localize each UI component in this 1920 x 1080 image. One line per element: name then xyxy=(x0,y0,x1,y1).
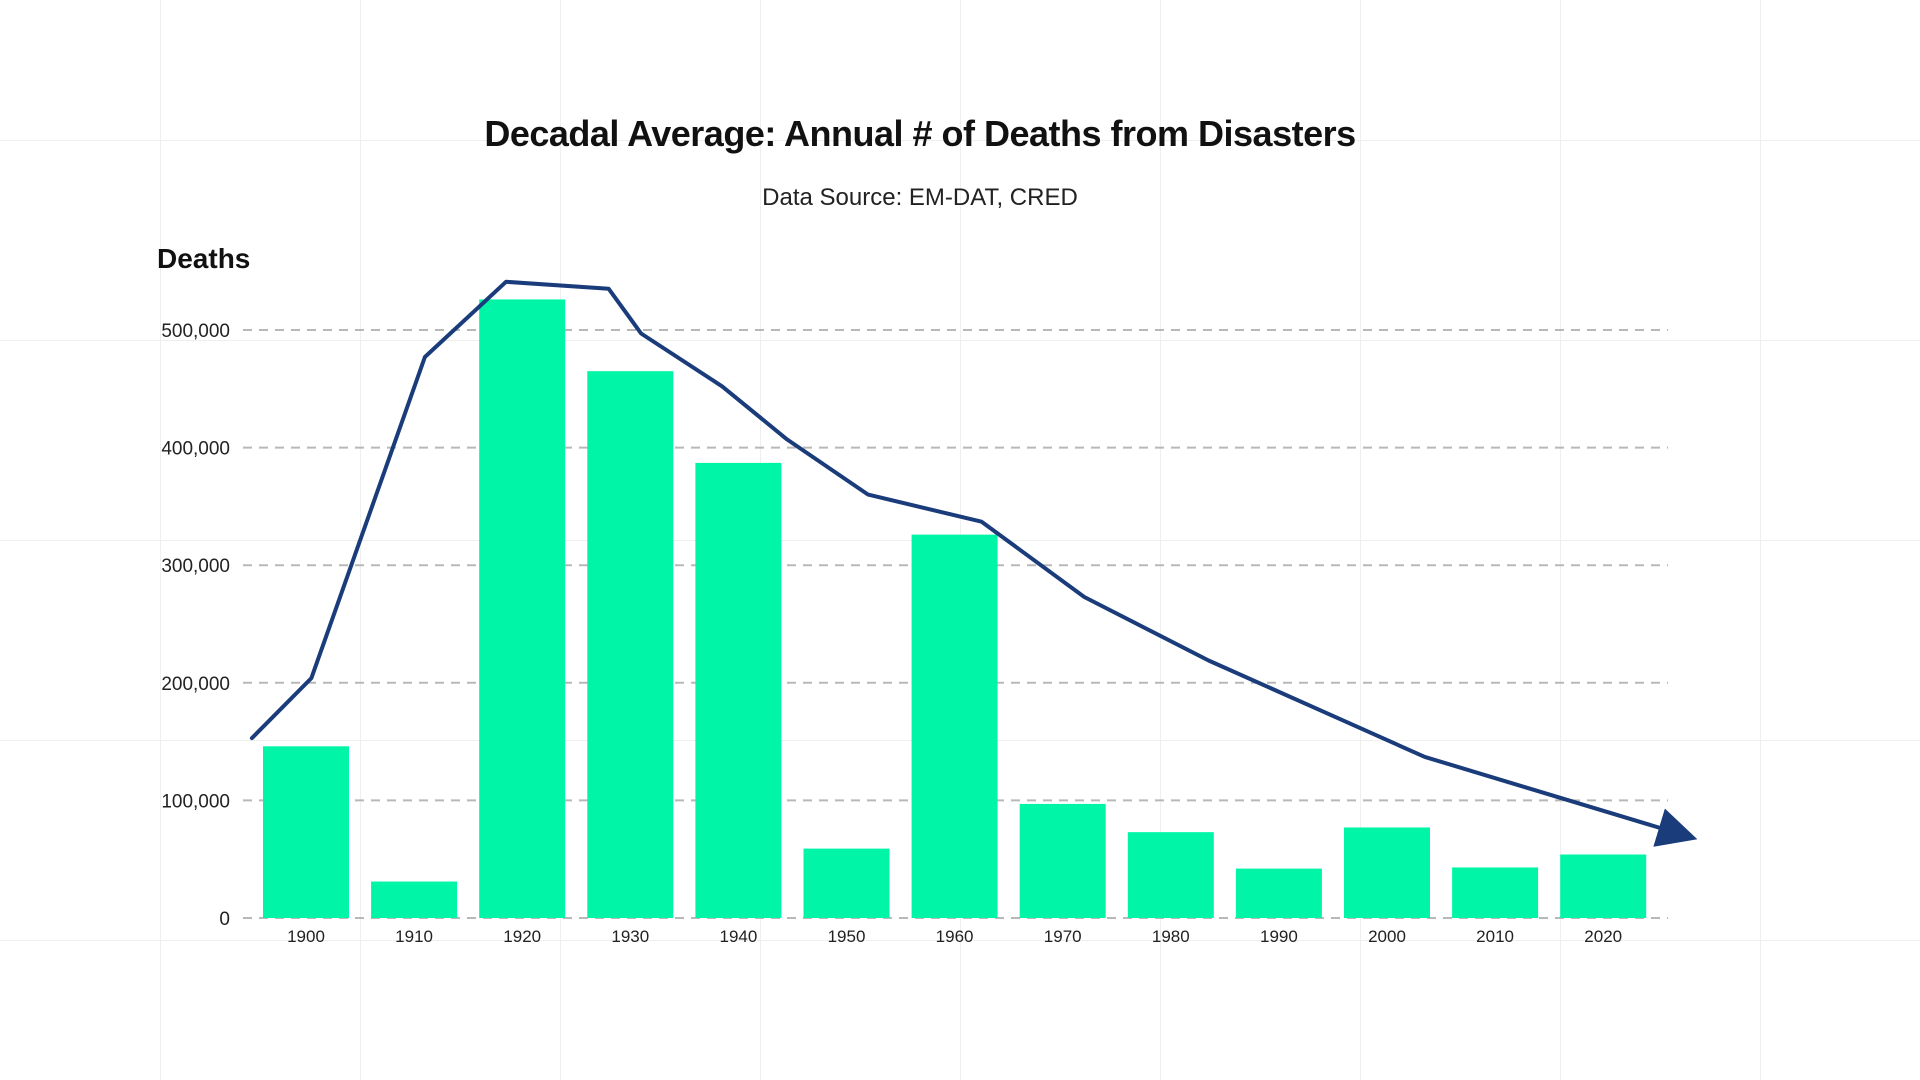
x-tick-label: 1960 xyxy=(936,927,974,946)
x-tick-labels: 1900 1910 1920 1930 1940 1950 1960 1970 1980 1990… xyxy=(287,927,1622,946)
y-axis-label: Deaths xyxy=(157,243,250,274)
bar xyxy=(263,746,349,918)
x-tick-label: 1990 xyxy=(1260,927,1298,946)
x-tick-label: 2000 xyxy=(1368,927,1406,946)
x-tick-label: 1950 xyxy=(828,927,866,946)
y-tick-label: 400,000 xyxy=(161,439,230,460)
x-tick-label: 1920 xyxy=(503,927,541,946)
bar xyxy=(479,299,566,918)
bar xyxy=(1127,832,1214,918)
bar xyxy=(587,371,674,918)
x-tick-label: 1980 xyxy=(1152,927,1190,946)
trend-line-layer xyxy=(249,279,1698,847)
bar xyxy=(1344,827,1430,918)
bar-series xyxy=(263,299,1647,918)
x-tick-label: 2020 xyxy=(1584,927,1622,946)
bar xyxy=(1235,868,1322,918)
x-tick-label: 1930 xyxy=(611,927,649,946)
trend-line xyxy=(249,279,1698,847)
chart-subtitle: Data Source: EM-DAT, CRED xyxy=(762,184,1078,211)
x-tick-label: 1910 xyxy=(395,927,433,946)
x-tick-label: 1940 xyxy=(719,927,757,946)
bar xyxy=(1452,867,1539,918)
bar xyxy=(911,534,998,918)
x-tick-label: 1970 xyxy=(1044,927,1082,946)
y-tick-label: 500,000 xyxy=(161,321,230,342)
y-tick-label: 200,000 xyxy=(161,674,230,695)
bar xyxy=(1019,803,1106,918)
chart-title: Decadal Average: Annual # of Deaths from… xyxy=(484,113,1355,154)
y-tick-label: 100,000 xyxy=(161,791,230,812)
y-tick-label: 300,000 xyxy=(161,556,230,577)
x-tick-label: 1900 xyxy=(287,927,325,946)
bar xyxy=(1560,854,1647,918)
x-tick-label: 2010 xyxy=(1476,927,1514,946)
y-tick-labels: 0 100,000 200,000 300,000 400,000 500,000 xyxy=(161,321,230,930)
bar xyxy=(803,848,890,918)
y-tick-label: 0 xyxy=(219,909,230,930)
bar xyxy=(371,881,458,918)
bar xyxy=(695,462,782,918)
